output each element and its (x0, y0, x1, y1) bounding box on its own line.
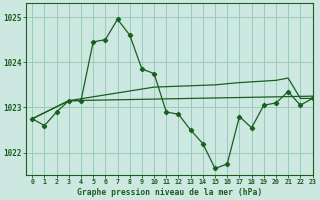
X-axis label: Graphe pression niveau de la mer (hPa): Graphe pression niveau de la mer (hPa) (77, 188, 262, 197)
